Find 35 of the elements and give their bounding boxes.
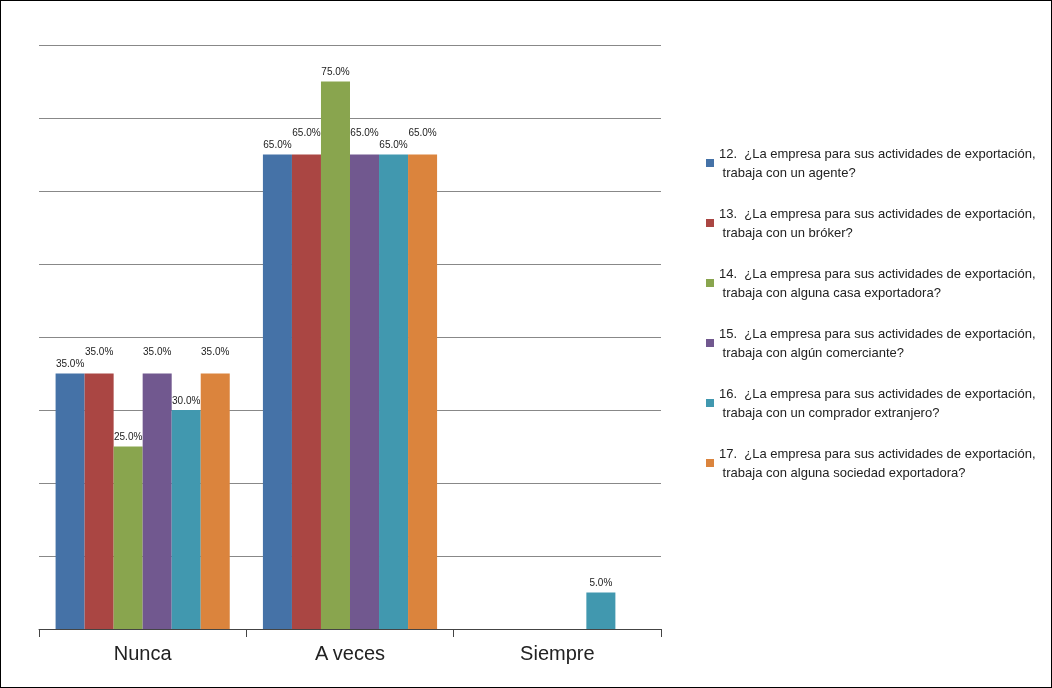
bar — [262, 154, 292, 629]
data-label: 25.0% — [113, 431, 143, 442]
x-tick-label: A veces — [314, 642, 386, 664]
legend-label: 15. ¿La empresa para sus actividades de exportación, trabaja con algún comerciante? — [719, 326, 1036, 360]
data-label: 75.0% — [321, 66, 350, 77]
data-label: 35.0% — [201, 346, 230, 357]
bar — [350, 154, 380, 629]
x-tick-label: Siempre — [520, 642, 595, 664]
data-label: 65.0% — [292, 127, 321, 138]
bar — [113, 446, 143, 629]
data-label: 65.0% — [379, 139, 408, 150]
data-label: 35.0% — [143, 346, 172, 357]
bar — [291, 154, 321, 629]
data-label: 65.0% — [263, 139, 292, 150]
data-label: 65.0% — [350, 127, 379, 138]
legend-label: 12. ¿La empresa para sus actividades de exportación, trabaja con un agente? — [719, 146, 1036, 180]
bar — [142, 373, 172, 629]
bar — [320, 81, 350, 629]
bar — [84, 373, 114, 629]
bar — [408, 154, 438, 629]
data-label: 65.0% — [408, 127, 437, 138]
legend-label: 13. ¿La empresa para sus actividades de exportación, trabaja con un bróker? — [719, 206, 1036, 240]
bar — [171, 410, 201, 629]
x-tick-label: Nunca — [113, 642, 173, 664]
legend-label: 16. ¿La empresa para sus actividades de exportación, trabaja con un comprador extranjero? — [719, 386, 1036, 420]
bar — [200, 373, 230, 629]
legend-label: 17. ¿La empresa para sus actividades de exportación, trabaja con alguna sociedad exportadora? — [719, 446, 1036, 480]
bar — [379, 154, 409, 629]
data-label: 35.0% — [84, 346, 114, 357]
legend-label: 14. ¿La empresa para sus actividades de exportación, trabaja con alguna casa exportadora? — [719, 266, 1036, 300]
data-label: 30.0% — [172, 394, 201, 406]
bar — [55, 373, 85, 629]
data-label: 35.0% — [55, 358, 85, 369]
bar — [586, 592, 616, 629]
data-label: 5.0% — [589, 577, 613, 588]
